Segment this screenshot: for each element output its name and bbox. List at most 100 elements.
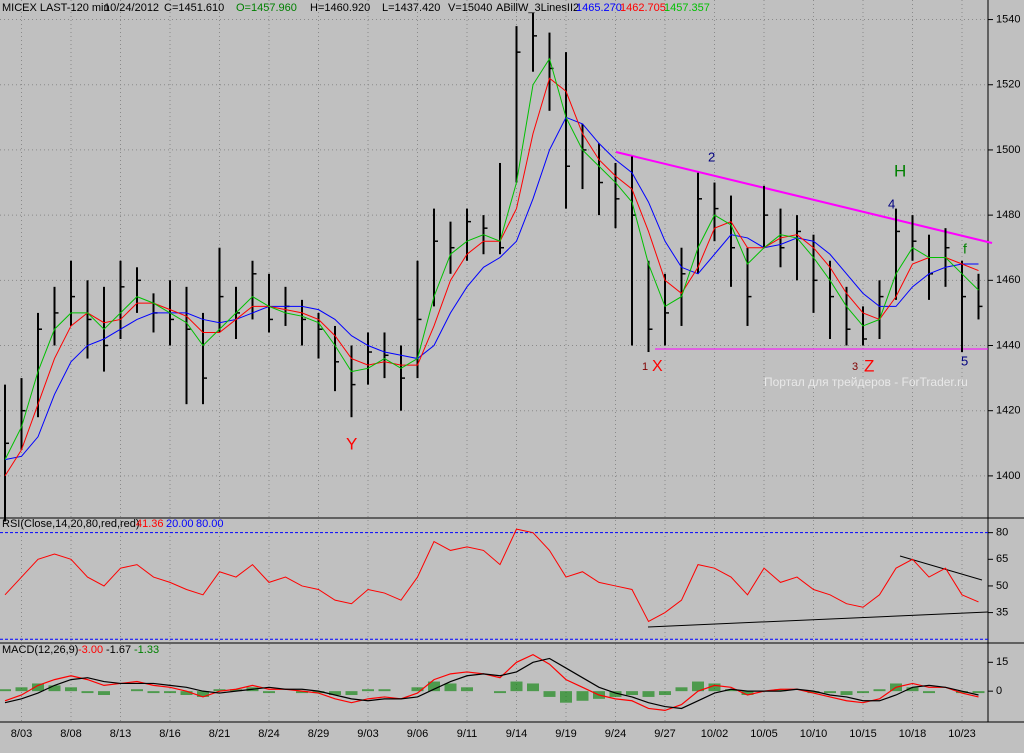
histogram-bar [774, 689, 787, 692]
open: O=1457.960 [236, 2, 297, 14]
x-tick-label: 10/02 [701, 728, 729, 740]
y-tick-label: 1500 [996, 144, 1020, 156]
x-tick-label: 10/23 [948, 728, 976, 740]
histogram-bar [543, 691, 556, 697]
histogram-bar [32, 683, 44, 692]
histogram-bar [725, 689, 737, 692]
x-tick-label: 8/08 [60, 728, 81, 740]
histogram-bar [675, 687, 688, 692]
histogram-bar [197, 691, 209, 697]
wave-label: Z [864, 356, 874, 375]
wave-label: 3 [852, 361, 858, 373]
high: H=1460.920 [310, 2, 370, 14]
rsi-level: 20.00 [166, 518, 194, 530]
y-tick-label: 1520 [996, 79, 1020, 91]
indicator-value: 1457.357 [664, 2, 710, 14]
histogram-bar [48, 685, 61, 692]
histogram-bar [378, 689, 391, 692]
date: 10/24/2012 [104, 2, 159, 14]
histogram-bar [873, 689, 886, 692]
x-tick-label: 9/14 [506, 728, 527, 740]
histogram-bar [164, 691, 176, 694]
histogram-bar [840, 691, 853, 695]
histogram-bar [98, 691, 110, 695]
y-tick-label: 35 [996, 606, 1008, 618]
close: C=1451.610 [164, 2, 224, 14]
histogram-bar [659, 691, 671, 695]
histogram-bar [576, 691, 589, 701]
rsi-value: 41.36 [136, 518, 164, 530]
rsi-line [4, 528, 979, 623]
wave-label: H [894, 161, 906, 180]
x-tick-label: 9/24 [605, 728, 626, 740]
wave-label: 2 [708, 149, 715, 164]
x-tick-label: 9/19 [555, 728, 576, 740]
histogram-bar [81, 691, 94, 694]
histogram-bar [741, 691, 754, 695]
histogram-bar [609, 691, 622, 697]
y-tick-label: 80 [996, 527, 1008, 539]
histogram-bar [428, 681, 440, 692]
watermark: Портал для трейдеров - ForTrader.ru [764, 375, 968, 389]
y-tick-label: 1420 [996, 405, 1020, 417]
histogram-bar [527, 683, 539, 692]
histogram-bar [857, 691, 869, 694]
resistance-line [615, 151, 993, 244]
volume: V=15040 [448, 2, 492, 14]
histogram-bar [824, 691, 836, 694]
histogram-bar [263, 691, 275, 694]
x-tick-label: 10/15 [849, 728, 877, 740]
histogram-bar [362, 689, 374, 692]
wave-label: 1 [642, 361, 648, 373]
macd-line [4, 653, 979, 711]
histogram-bar [296, 691, 308, 694]
indicator-name: ABillW_3LinesII2 [496, 2, 579, 14]
histogram-bar [923, 691, 935, 694]
macd-value: -3.00 [78, 644, 103, 656]
histogram-bar [461, 687, 473, 692]
y-tick-label: 1460 [996, 274, 1020, 286]
x-tick-label: 8/13 [110, 728, 131, 740]
x-tick-label: 9/11 [457, 728, 478, 740]
histogram-bar [65, 687, 77, 692]
wave-label: Y [346, 434, 357, 453]
y-tick-label: 15 [996, 656, 1008, 668]
x-tick-label: 8/29 [308, 728, 329, 740]
histogram-bar [15, 687, 28, 692]
macd-line [4, 657, 979, 710]
indicator-value: 1462.705 [620, 2, 666, 14]
histogram-bar [131, 689, 143, 692]
histogram-bar [0, 689, 11, 692]
symbol: MICEX LAST-120 min [2, 2, 110, 14]
indicator-line [4, 77, 979, 477]
histogram-bar [180, 691, 193, 695]
histogram-bar [692, 681, 704, 692]
histogram-bar [329, 691, 341, 695]
macd-value: -1.67 [106, 644, 131, 656]
y-tick-label: 1480 [996, 209, 1020, 221]
y-tick-label: 65 [996, 553, 1008, 565]
histogram-bar [510, 681, 523, 692]
histogram-bar [312, 691, 325, 694]
histogram-bar [642, 691, 655, 697]
rsi-title: RSI(Close,14,20,80,red,red) [2, 518, 140, 530]
x-tick-label: 9/27 [654, 728, 675, 740]
x-tick-label: 10/10 [800, 728, 828, 740]
histogram-bar [956, 691, 968, 694]
wave-label: X [652, 358, 663, 375]
x-tick-label: 9/03 [357, 728, 378, 740]
histogram-bar [494, 691, 506, 694]
histogram-bar [972, 691, 985, 694]
histogram-bar [626, 691, 638, 695]
y-tick-label: 50 [996, 580, 1008, 592]
histogram-bar [560, 691, 572, 703]
wave-label: 4 [888, 196, 895, 211]
x-tick-label: 10/18 [899, 728, 927, 740]
wave-label: 5 [961, 353, 968, 368]
histogram-bar [444, 683, 457, 692]
histogram-bar [213, 689, 226, 692]
x-tick-label: 8/03 [11, 728, 32, 740]
